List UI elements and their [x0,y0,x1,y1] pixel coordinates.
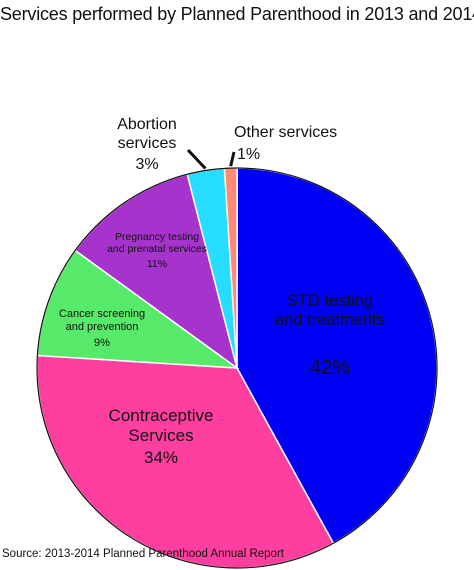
slice-label-abortion: Abortion services [117,116,177,152]
slice-label-contraceptive: Contraceptive Services [108,406,214,446]
leader-line-other [229,151,236,167]
slice-pct-std: 42% [309,357,351,379]
slice-pct-cancer: 9% [94,337,110,349]
slice-pct-abortion: 3% [135,156,159,173]
leader-line-abortion [186,148,207,170]
slice-label-cancer: Cancer screening and prevention [58,308,146,333]
slice-label-std: STD testing and treatments [274,292,386,330]
slice-pct-pregnancy: 11% [146,258,168,270]
slice-pct-contraceptive: 34% [143,448,179,467]
source-note: Source: 2013-2014 Planned Parenthood Ann… [2,548,284,560]
slice-label-pregnancy: Pregnancy testing and prenatal services [107,231,207,256]
slice-pct-other: 1% [237,146,261,163]
pie-outline [36,167,438,569]
slice-label-other: Other services [234,124,338,141]
chart-title: Services performed by Planned Parenthood… [0,4,474,24]
